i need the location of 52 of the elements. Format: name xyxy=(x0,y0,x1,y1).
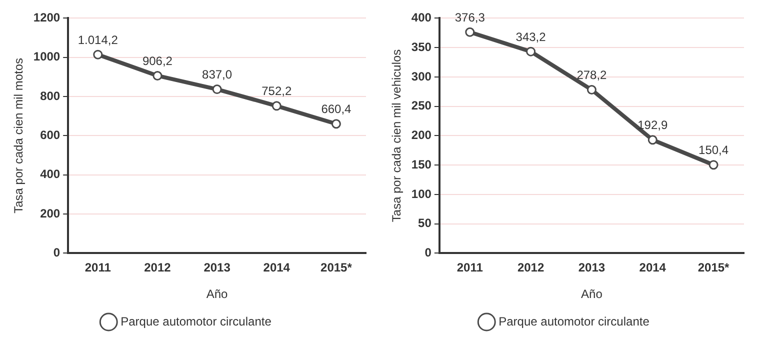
y-tick-label: 50 xyxy=(418,216,432,230)
x-tick-label: 2011 xyxy=(456,260,484,275)
legend-label: Parque automotor circulante xyxy=(498,314,650,328)
legend-label: Parque automotor circulante xyxy=(120,314,272,328)
y-tick-label: 0 xyxy=(424,246,432,260)
y-tick-label: 200 xyxy=(411,128,432,142)
point xyxy=(152,70,162,80)
x-tick-label: 2013 xyxy=(204,260,231,275)
y-tick-label: 600 xyxy=(40,128,60,142)
data-label: 343,2 xyxy=(516,30,546,44)
y-axis-title: Tasa por cada cien mil motos xyxy=(12,58,26,214)
x-axis-title: Año xyxy=(581,287,603,302)
y-tick-label: 1000 xyxy=(33,50,60,64)
x-tick-label: 2012 xyxy=(144,260,172,275)
data-label: 906,2 xyxy=(142,54,173,68)
data-label: 1.014,2 xyxy=(78,32,118,47)
data-label: 376,3 xyxy=(454,10,486,24)
x-tick-label: 2015* xyxy=(320,260,352,275)
point xyxy=(708,160,718,170)
data-label: 150,4 xyxy=(698,143,729,158)
y-tick-label: 200 xyxy=(40,206,60,220)
point xyxy=(465,27,475,37)
y-tick-label: 400 xyxy=(40,167,60,182)
y-tick-label: 0 xyxy=(53,246,60,260)
y-tick-label: 150 xyxy=(411,157,432,172)
data-label: 752,2 xyxy=(262,84,292,98)
y-tick-label: 300 xyxy=(411,69,432,84)
data-label: 660,4 xyxy=(321,102,352,116)
x-tick-label: 2014 xyxy=(263,260,290,275)
point xyxy=(272,101,282,111)
x-tick-label: 2014 xyxy=(639,260,666,275)
x-tick-label: 2015* xyxy=(698,260,730,275)
data-label: 278,2 xyxy=(576,68,608,82)
point xyxy=(648,135,658,145)
y-tick-label: 350 xyxy=(411,40,432,54)
x-tick-label: 2013 xyxy=(578,260,606,275)
point xyxy=(331,119,341,129)
y-tick-label: 800 xyxy=(40,88,60,103)
y-axis-title: Tasa por cada cien mil vehiculos xyxy=(390,49,404,222)
y-tick-label: 400 xyxy=(411,10,432,25)
y-tick-label: 1200 xyxy=(33,10,60,25)
y-tick-label: 250 xyxy=(411,98,432,113)
point xyxy=(93,50,103,60)
y-tick-label: 100 xyxy=(411,186,432,201)
point xyxy=(212,84,222,94)
data-label: 192,9 xyxy=(638,118,668,132)
data-label: 837,0 xyxy=(202,68,232,82)
x-tick-label: 2012 xyxy=(517,260,544,275)
point xyxy=(526,46,536,56)
x-tick-label: 2011 xyxy=(84,260,112,275)
point xyxy=(586,85,596,95)
x-axis-title: Año xyxy=(206,287,228,302)
